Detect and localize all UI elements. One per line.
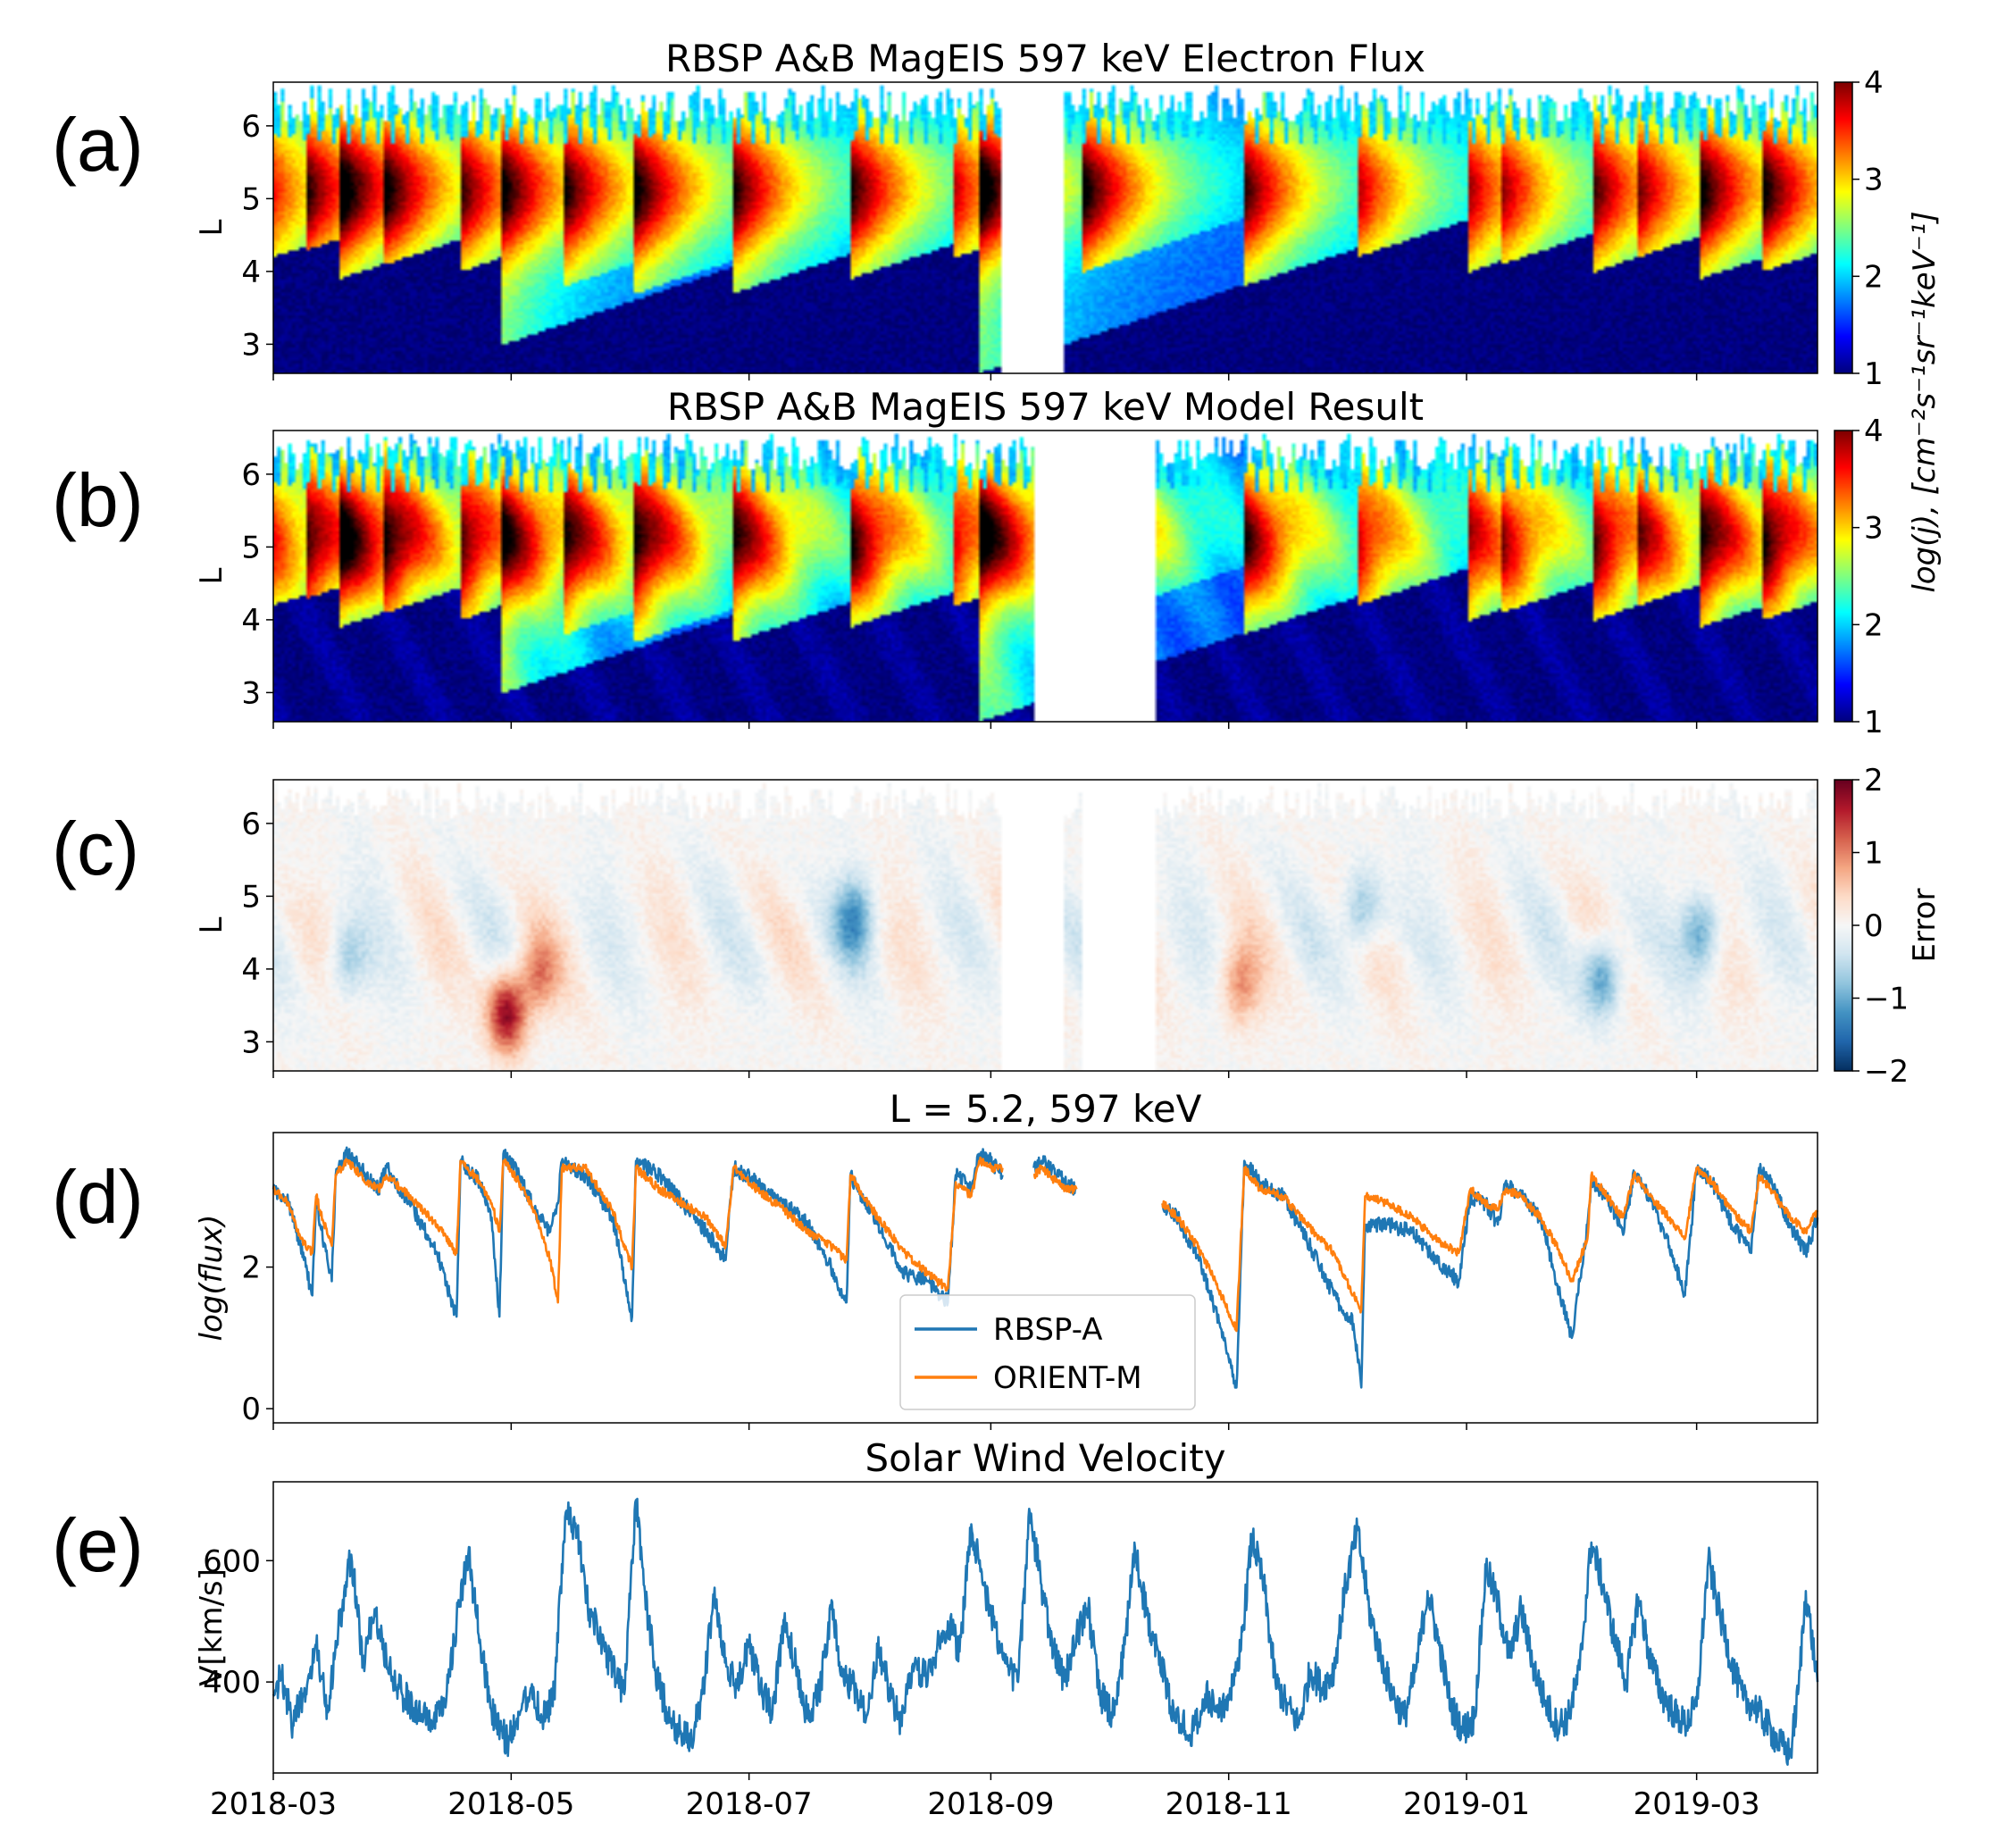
colorbar-a (1834, 82, 1852, 373)
colorbar-tick-label: 0 (1864, 908, 1884, 944)
series-line-orient-m-0 (272, 1156, 1004, 1304)
y-tick-label: 4 (241, 603, 261, 639)
panel-label-c: (c) (52, 807, 139, 891)
x-tick-label: 2018-09 (927, 1786, 1054, 1822)
colorbar-tick-label: 1 (1864, 836, 1884, 872)
colorbar-frame (1834, 81, 1853, 374)
y-tick-label: 0 (241, 1392, 261, 1427)
colorbar-frame (1834, 430, 1853, 723)
y-tick-label: 4 (241, 255, 261, 290)
colorbar-tick-label: 1 (1864, 705, 1884, 740)
y-axis-label-d: log(flux) (194, 1215, 230, 1342)
colorbar-b (1834, 431, 1852, 722)
x-tick-label: 2019-03 (1634, 1786, 1760, 1822)
colorbar-tick-label: −1 (1864, 982, 1909, 1017)
y-tick-label: 6 (241, 807, 261, 842)
y-tick-label: 3 (241, 1024, 261, 1060)
colorbar-tick-label: 3 (1864, 163, 1884, 198)
x-tick-label: 2018-05 (447, 1786, 574, 1822)
text-layer: 3 4 5 6 L RBSP A&B MagEIS 597 keV Electron Fl… (194, 37, 1943, 1822)
panel-title-b: RBSP A&B MagEIS 597 keV Model Result (667, 385, 1424, 429)
heatmap-image-a (273, 82, 1818, 373)
panel-label-a: (a) (52, 103, 144, 187)
axes-frame-d (272, 1132, 1818, 1424)
colorbar-tick-label: 3 (1864, 511, 1884, 547)
y-tick-label: 4 (241, 952, 261, 988)
colorbar-tick-label: 2 (1864, 763, 1884, 799)
heatmap-image-c (273, 780, 1818, 1071)
y-axis-label-a: L (194, 219, 230, 236)
colorbar-tick-label: 2 (1864, 607, 1884, 643)
panel-title-d: L = 5.2, 597 keV (890, 1087, 1202, 1131)
x-tick-label: 2019-01 (1403, 1786, 1530, 1822)
y-axis-label-c: L (194, 916, 230, 933)
x-tick-label: 2018-03 (210, 1786, 337, 1822)
colorbar-label: Error (1907, 889, 1943, 963)
colorbar-tick-label: −2 (1864, 1054, 1909, 1090)
y-tick-label: 5 (241, 181, 261, 217)
legend-label-0: RBSP-A (993, 1312, 1102, 1348)
colorbar-tick-label: 2 (1864, 259, 1884, 295)
axes-frame-b (272, 430, 1818, 723)
series-line-orient-m-1 (1032, 1164, 1078, 1195)
heatmap-layer (273, 82, 1852, 1071)
legend-box (899, 1294, 1196, 1410)
y-tick-label: 5 (241, 530, 261, 565)
panel-title-a: RBSP A&B MagEIS 597 keV Electron Flux (665, 37, 1425, 80)
series-line-solar-wind-0 (272, 1497, 1819, 1766)
y-axis-label-b: L (194, 567, 230, 584)
x-tick-label: 2018-07 (686, 1786, 813, 1822)
y-tick-label: 3 (241, 327, 261, 363)
colorbar-tick-label: 4 (1864, 65, 1884, 101)
axes-frame-e (272, 1481, 1818, 1774)
panel-label-d: (d) (52, 1155, 144, 1239)
plot-layer (266, 81, 1859, 1780)
colorbar-c (1834, 780, 1852, 1071)
panel-label-e: (e) (52, 1503, 144, 1587)
y-axis-label-e: V[km/s] (194, 1568, 230, 1686)
y-tick-label: 6 (241, 109, 261, 145)
y-tick-label: 600 (203, 1543, 261, 1579)
colorbar-label-flux: log(j), [cm⁻²s⁻¹sr⁻¹keV⁻¹] (1907, 211, 1943, 592)
heatmap-image-b (273, 431, 1818, 722)
axes-frame-a (272, 81, 1818, 374)
series-line-orient-m-2 (1161, 1166, 1819, 1333)
y-tick-label: 6 (241, 457, 261, 493)
panel-label-b: (b) (52, 458, 144, 542)
y-tick-label: 400 (203, 1665, 261, 1701)
colorbar-tick-label: 1 (1864, 356, 1884, 392)
y-tick-label: 5 (241, 879, 261, 915)
axes-frame-c (272, 779, 1818, 1072)
panel-title-e: Solar Wind Velocity (865, 1436, 1225, 1480)
x-tick-label: 2018-11 (1166, 1786, 1292, 1822)
legend-label-1: ORIENT-M (993, 1360, 1142, 1396)
y-tick-label: 3 (241, 675, 261, 711)
colorbar-tick-label: 4 (1864, 414, 1884, 449)
y-tick-label: 2 (241, 1250, 261, 1286)
